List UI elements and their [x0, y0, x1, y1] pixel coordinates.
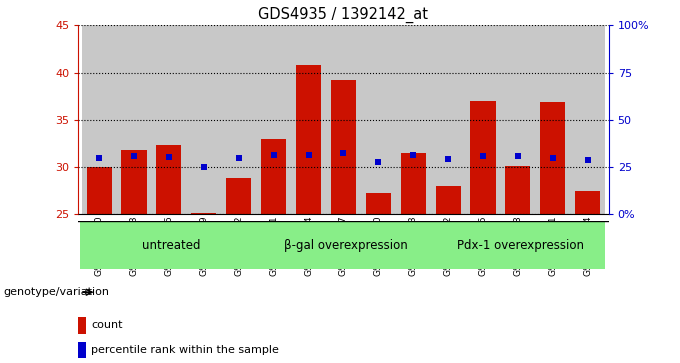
- Bar: [571, 25, 605, 214]
- Bar: [296, 65, 321, 214]
- Bar: [78, 317, 86, 334]
- Text: Pdx-1 overexpression: Pdx-1 overexpression: [457, 238, 584, 252]
- Bar: [430, 25, 466, 214]
- Bar: [221, 25, 256, 214]
- Bar: [466, 25, 500, 214]
- Bar: [396, 25, 430, 214]
- Bar: [471, 101, 496, 214]
- Bar: [82, 25, 116, 214]
- Bar: [291, 25, 326, 214]
- Bar: [86, 167, 112, 214]
- Title: GDS4935 / 1392142_at: GDS4935 / 1392142_at: [258, 7, 428, 23]
- Bar: [156, 145, 182, 214]
- Text: β-gal overexpression: β-gal overexpression: [284, 238, 408, 252]
- Bar: [261, 139, 286, 214]
- Bar: [401, 153, 426, 214]
- Bar: [116, 25, 152, 214]
- Bar: [326, 25, 361, 214]
- Bar: [361, 25, 396, 214]
- Bar: [331, 80, 356, 214]
- Bar: [186, 25, 221, 214]
- Bar: [435, 186, 460, 214]
- Bar: [226, 178, 252, 214]
- Bar: [191, 213, 216, 214]
- Bar: [366, 193, 391, 214]
- Bar: [122, 150, 147, 214]
- Bar: [256, 25, 291, 214]
- Text: percentile rank within the sample: percentile rank within the sample: [91, 345, 279, 355]
- Bar: [80, 221, 256, 269]
- Bar: [429, 221, 605, 269]
- Bar: [540, 102, 565, 214]
- Bar: [500, 25, 535, 214]
- Bar: [152, 25, 186, 214]
- Bar: [535, 25, 571, 214]
- Bar: [78, 342, 86, 358]
- Text: count: count: [91, 321, 122, 330]
- Text: genotype/variation: genotype/variation: [3, 287, 109, 297]
- Text: untreated: untreated: [143, 238, 201, 252]
- Bar: [575, 191, 600, 214]
- Bar: [254, 221, 430, 269]
- Bar: [505, 166, 530, 214]
